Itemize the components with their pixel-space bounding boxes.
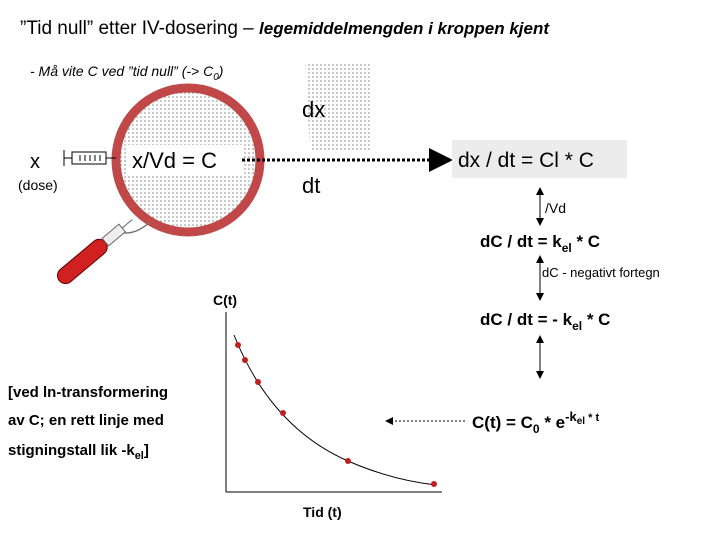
rate-equation: dx / dt = Cl * C	[458, 149, 594, 172]
note-end: ]	[144, 442, 149, 459]
concentration-label: x/Vd = C	[132, 148, 217, 173]
note: [ved ln-transformering av C; en rett lin…	[8, 384, 172, 429]
subtitle-text: - Må vite C ved ”tid null” (-> C	[30, 63, 214, 79]
eq-end: * C	[572, 232, 600, 251]
subtitle-end: )	[217, 63, 224, 79]
solution-equation: C(t) = C0 * e-kel * t	[472, 409, 599, 436]
concentration-bg	[128, 145, 244, 175]
eq-sup-end: * t	[585, 412, 599, 424]
eq-sup-sub: el	[577, 416, 586, 427]
dx-label: dx	[302, 97, 325, 122]
eq-text: dC / dt = - k	[480, 310, 573, 329]
note-line3: stigningstall lik -kel]	[8, 442, 149, 462]
rate-box	[452, 140, 627, 178]
x-axis-label: Tid (t)	[303, 504, 342, 520]
eq-sup: -k	[565, 409, 577, 424]
eq-text: C(t) = C	[472, 413, 533, 432]
title-plain: ”Tid null” etter IV-dosering –	[20, 18, 259, 39]
iv-needle	[56, 219, 133, 285]
decay-curve	[233, 334, 437, 486]
note-line: av C; en rett linje med	[8, 412, 164, 429]
eq-end: * C	[582, 310, 610, 329]
dt-label: dt	[302, 173, 320, 198]
dose-label: (dose)	[18, 177, 58, 193]
title-emphasis: legemiddelmengden i kroppen kjent	[259, 19, 550, 38]
note-text: stigningstall lik -k	[8, 442, 135, 459]
vd-label: /Vd	[545, 200, 566, 216]
eq-sub: el	[562, 241, 572, 255]
conc-rate-equation: dC / dt = kel * C	[480, 232, 600, 255]
syringe	[63, 150, 116, 166]
note-sub: el	[135, 450, 144, 462]
sample-points	[235, 342, 437, 487]
title: ”Tid null” etter IV-dosering – legemidde…	[20, 18, 550, 39]
dotted-area	[305, 62, 372, 150]
subtitle: - Må vite C ved ”tid null” (-> C0)	[30, 63, 223, 83]
neg-rate-equation: dC / dt = - kel * C	[480, 310, 610, 333]
note-line: [ved ln-transformering	[8, 384, 168, 401]
eq-sub: 0	[533, 422, 540, 436]
eq-mid: * e	[540, 413, 566, 432]
subtitle-sub: 0	[213, 72, 219, 83]
eq-sub: el	[572, 319, 582, 333]
dose-x: x	[30, 151, 40, 173]
y-axis-label: C(t)	[213, 292, 237, 308]
negative-label: dC - negativt fortegn	[542, 265, 660, 280]
eq-text: dC / dt = k	[480, 232, 562, 251]
